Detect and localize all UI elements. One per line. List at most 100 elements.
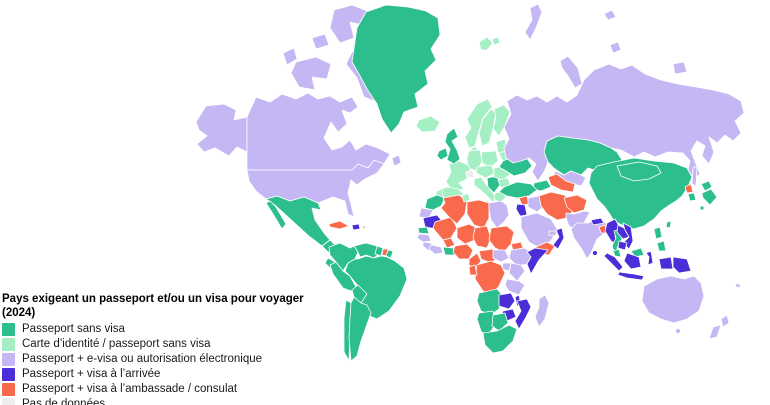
country-france <box>445 160 472 192</box>
country-mozambique <box>514 298 532 330</box>
country-argentina <box>348 296 372 362</box>
country-uk <box>444 127 461 165</box>
country-kenya <box>508 262 526 282</box>
legend-swatch <box>2 368 15 381</box>
legend-label: Passeport + visa à l’ambassade / consula… <box>22 383 238 395</box>
country-north-korea <box>684 183 694 194</box>
country-canada-banks <box>282 47 298 66</box>
country-mongolia <box>616 161 662 182</box>
legend-label: Passeport + e-visa ou autorisation élect… <box>22 353 263 365</box>
country-iceland <box>415 115 441 133</box>
border-portugal-spain <box>441 189 445 203</box>
country-sri-lanka <box>592 250 598 256</box>
country-libya <box>466 199 490 229</box>
country-south-africa <box>482 324 518 354</box>
country-south-korea <box>687 192 697 202</box>
legend-swatch <box>2 338 15 351</box>
country-nigeria <box>452 243 474 260</box>
country-ivory-coast <box>428 244 444 255</box>
country-papua-new-guinea <box>672 256 692 274</box>
country-australia <box>641 275 705 324</box>
country-oman <box>552 227 565 250</box>
country-indonesia-sulawesi <box>645 250 654 266</box>
legend-item: Passeport sans visa <box>2 322 322 337</box>
legend-item: Passeport + visa à l’arrivée <box>2 367 322 382</box>
country-alaska <box>195 103 248 157</box>
country-puerto-rico <box>362 225 366 229</box>
country-hispaniola <box>351 223 361 231</box>
legend-swatch <box>2 323 15 336</box>
country-egypt <box>488 200 510 229</box>
legend-item: Pas de données <box>2 397 322 405</box>
country-finland <box>492 104 511 137</box>
country-morocco <box>424 194 446 211</box>
country-malaysia <box>612 248 622 258</box>
region-severnaya-zemlya <box>603 9 617 21</box>
country-china <box>588 157 693 230</box>
country-india <box>570 218 610 260</box>
country-burkina-faso <box>442 237 456 249</box>
country-chad <box>472 225 492 249</box>
legend-swatch <box>2 383 15 396</box>
country-indonesia-java <box>617 271 645 281</box>
region-novaya-zemlya <box>524 3 543 41</box>
country-botswana <box>491 312 509 332</box>
country-south-sudan <box>492 249 510 263</box>
country-japan-honshu <box>701 188 718 206</box>
country-new-zealand-south <box>708 324 722 340</box>
country-philippines-mindanao <box>656 240 667 252</box>
legend-item: Passeport + visa à l’ambassade / consula… <box>2 382 322 397</box>
country-saudi-arabia <box>520 212 558 249</box>
country-algeria <box>440 194 468 225</box>
country-canada <box>246 92 391 171</box>
legend-label: Passeport + visa à l’arrivée <box>22 368 161 380</box>
region-sakhalin <box>691 165 698 187</box>
country-tanzania <box>504 278 526 296</box>
region-novaya-zemlya-2 <box>559 55 583 89</box>
country-angola <box>476 288 504 316</box>
legend-items: Passeport sans visa Carte d’identité / p… <box>2 322 322 405</box>
country-norway <box>464 98 493 149</box>
country-canada-victoria <box>290 56 332 91</box>
country-turkey <box>498 181 538 199</box>
region-severnaya-zemlya-2 <box>609 41 622 54</box>
country-new-zealand-north <box>720 314 730 328</box>
country-greenland <box>351 4 441 134</box>
legend: Pays exigeant un passeport et/ou un visa… <box>2 292 322 405</box>
country-australia-tasmania <box>675 328 681 334</box>
country-madagascar <box>534 294 550 328</box>
country-canada-devon <box>311 33 330 50</box>
legend-title: Pays exigeant un passeport et/ou un visa… <box>2 293 304 319</box>
region-svalbard <box>478 36 494 51</box>
country-nepal <box>590 217 605 226</box>
country-philippines-luzon <box>653 226 663 240</box>
region-new-caledonia <box>734 282 742 289</box>
country-japan-hokkaido <box>700 180 713 192</box>
country-uae <box>548 230 558 237</box>
region-gabon-congo <box>468 264 478 276</box>
region-levant <box>515 203 528 217</box>
country-indonesia-papua <box>658 256 674 270</box>
country-sweden <box>478 108 497 147</box>
country-turkmenistan <box>547 173 576 193</box>
country-afghanistan <box>563 194 588 214</box>
country-mexico-baja <box>265 200 287 230</box>
country-somalia <box>526 247 549 275</box>
country-zambia <box>498 292 516 310</box>
country-drc <box>474 260 506 297</box>
country-tunisia <box>461 192 471 203</box>
country-indonesia-borneo <box>623 252 642 270</box>
country-taiwan <box>665 220 672 229</box>
country-peru <box>329 261 357 292</box>
country-chile <box>343 299 352 362</box>
legend-label: Passeport sans visa <box>22 323 125 335</box>
legend-label: Pas de données <box>22 398 106 405</box>
country-senegal <box>417 226 430 235</box>
country-japan-kyushu <box>699 205 705 211</box>
country-canada-ellesmere <box>329 4 371 44</box>
legend-item: Passeport + e-visa ou autorisation élect… <box>2 352 322 367</box>
country-sudan <box>488 225 515 253</box>
legend-item: Carte d’identité / passeport sans visa <box>2 337 322 352</box>
legend-swatch <box>2 398 15 405</box>
